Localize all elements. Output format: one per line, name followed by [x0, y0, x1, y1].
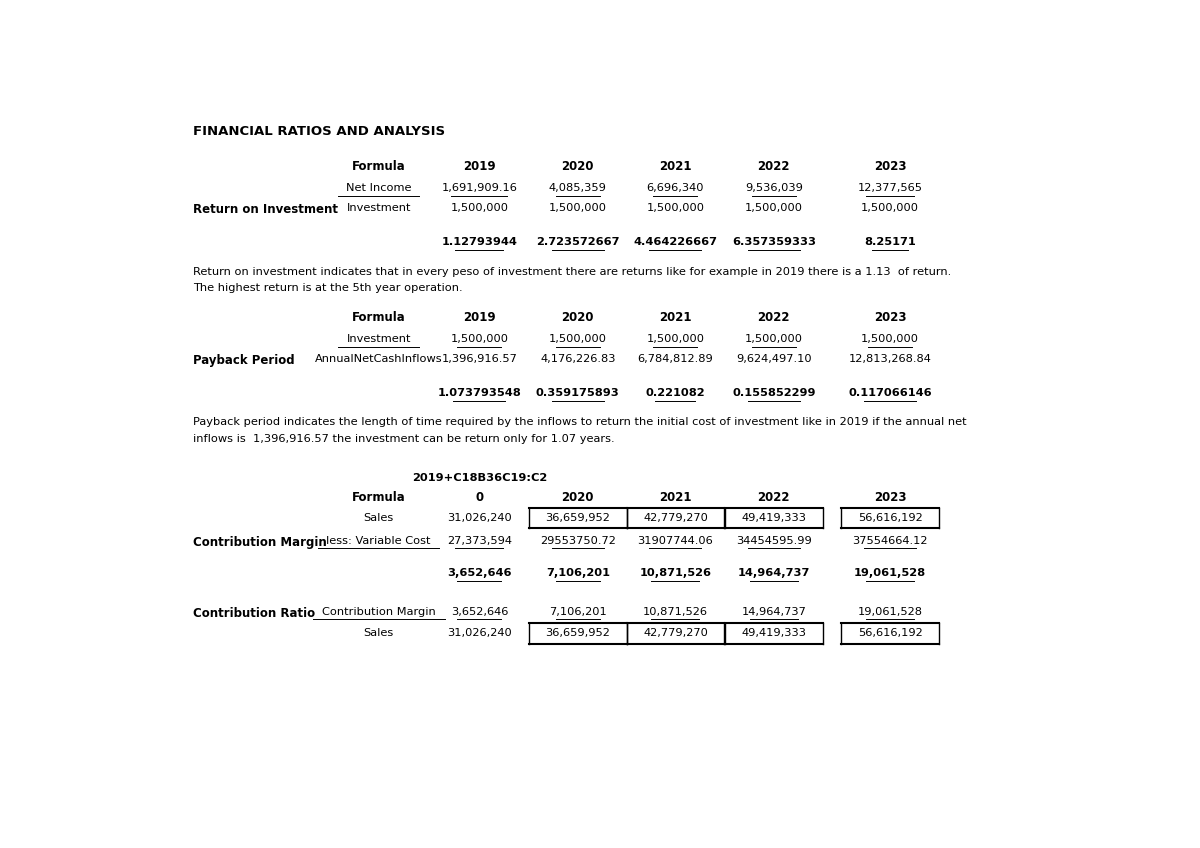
Text: 7,106,201: 7,106,201 — [548, 607, 607, 616]
Text: Sales: Sales — [364, 628, 394, 639]
Text: 1,691,909.16: 1,691,909.16 — [442, 183, 517, 193]
Text: 4.464226667: 4.464226667 — [634, 237, 718, 248]
Text: Investment: Investment — [347, 204, 410, 214]
Text: 42,779,270: 42,779,270 — [643, 628, 708, 639]
Text: 12,813,268.84: 12,813,268.84 — [848, 354, 931, 365]
Text: 2022: 2022 — [757, 311, 790, 324]
Text: 19,061,528: 19,061,528 — [854, 568, 926, 578]
Text: 2.723572667: 2.723572667 — [536, 237, 619, 248]
Text: 2023: 2023 — [874, 491, 906, 505]
Text: Formula: Formula — [352, 311, 406, 324]
Text: less: Variable Cost: less: Variable Cost — [326, 536, 431, 546]
Text: Contribution Ratio: Contribution Ratio — [193, 607, 314, 620]
Text: Payback period indicates the length of time required by the inflows to return th: Payback period indicates the length of t… — [193, 417, 966, 427]
Text: 12,377,565: 12,377,565 — [858, 183, 923, 193]
Text: Return on investment indicates that in every peso of investment there are return: Return on investment indicates that in e… — [193, 266, 950, 276]
Text: 1,500,000: 1,500,000 — [548, 334, 607, 344]
Text: 2022: 2022 — [757, 491, 790, 505]
Text: The highest return is at the 5th year operation.: The highest return is at the 5th year op… — [193, 283, 462, 293]
Text: 56,616,192: 56,616,192 — [858, 628, 923, 639]
Text: 2023: 2023 — [874, 311, 906, 324]
Text: 1,396,916.57: 1,396,916.57 — [442, 354, 517, 365]
Text: 1,500,000: 1,500,000 — [862, 204, 919, 214]
Text: 4,176,226.83: 4,176,226.83 — [540, 354, 616, 365]
Text: 1,500,000: 1,500,000 — [862, 334, 919, 344]
Text: 1,500,000: 1,500,000 — [745, 204, 803, 214]
Text: 49,419,333: 49,419,333 — [742, 628, 806, 639]
Text: 1.12793944: 1.12793944 — [442, 237, 517, 248]
Text: 31907744.06: 31907744.06 — [637, 536, 713, 546]
Text: 1.073793548: 1.073793548 — [438, 388, 521, 399]
Text: 49,419,333: 49,419,333 — [742, 513, 806, 523]
Text: 29553750.72: 29553750.72 — [540, 536, 616, 546]
Text: 6,696,340: 6,696,340 — [647, 183, 704, 193]
Text: 7,106,201: 7,106,201 — [546, 568, 610, 578]
Text: 0.221082: 0.221082 — [646, 388, 706, 399]
Text: 10,871,526: 10,871,526 — [643, 607, 708, 616]
Text: 1,500,000: 1,500,000 — [647, 334, 704, 344]
Text: 2019: 2019 — [463, 160, 496, 173]
Text: inflows is  1,396,916.57 the investment can be return only for 1.07 years.: inflows is 1,396,916.57 the investment c… — [193, 434, 614, 444]
Text: 2019+C18B36C19:C2: 2019+C18B36C19:C2 — [412, 473, 547, 483]
Text: Formula: Formula — [352, 160, 406, 173]
Text: 6,784,812.89: 6,784,812.89 — [637, 354, 713, 365]
Text: 6.357359333: 6.357359333 — [732, 237, 816, 248]
Text: 4,085,359: 4,085,359 — [548, 183, 607, 193]
Text: 34454595.99: 34454595.99 — [736, 536, 811, 546]
Text: 0: 0 — [475, 491, 484, 505]
Text: Payback Period: Payback Period — [193, 354, 294, 367]
Text: Contribution Margin: Contribution Margin — [193, 536, 326, 549]
Text: 31,026,240: 31,026,240 — [446, 513, 511, 523]
Text: 2021: 2021 — [659, 160, 691, 173]
Text: 2023: 2023 — [874, 160, 906, 173]
Text: 2020: 2020 — [562, 491, 594, 505]
Text: 0.117066146: 0.117066146 — [848, 388, 932, 399]
Text: 1,500,000: 1,500,000 — [450, 334, 509, 344]
Text: 27,373,594: 27,373,594 — [446, 536, 512, 546]
Text: Formula: Formula — [352, 491, 406, 505]
Text: 19,061,528: 19,061,528 — [858, 607, 923, 616]
Text: 8.25171: 8.25171 — [864, 237, 916, 248]
Text: FINANCIAL RATIOS AND ANALYSIS: FINANCIAL RATIOS AND ANALYSIS — [193, 125, 445, 138]
Text: Sales: Sales — [364, 513, 394, 523]
Text: AnnualNetCashInflows: AnnualNetCashInflows — [314, 354, 443, 365]
Text: 37554664.12: 37554664.12 — [852, 536, 928, 546]
Text: 1,500,000: 1,500,000 — [450, 204, 509, 214]
Text: 3,652,646: 3,652,646 — [451, 607, 508, 616]
Text: Net Income: Net Income — [346, 183, 412, 193]
Text: Contribution Margin: Contribution Margin — [322, 607, 436, 616]
Text: 42,779,270: 42,779,270 — [643, 513, 708, 523]
Text: 36,659,952: 36,659,952 — [545, 513, 611, 523]
Text: Return on Investment: Return on Investment — [193, 204, 337, 216]
Text: 2020: 2020 — [562, 160, 594, 173]
Text: 0.155852299: 0.155852299 — [732, 388, 816, 399]
Text: 2020: 2020 — [562, 311, 594, 324]
Text: 2022: 2022 — [757, 160, 790, 173]
Text: 14,964,737: 14,964,737 — [738, 568, 810, 578]
Text: Investment: Investment — [347, 334, 410, 344]
Text: 1,500,000: 1,500,000 — [548, 204, 607, 214]
Text: 36,659,952: 36,659,952 — [545, 628, 611, 639]
Text: 31,026,240: 31,026,240 — [446, 628, 511, 639]
Text: 9,536,039: 9,536,039 — [745, 183, 803, 193]
Text: 2021: 2021 — [659, 491, 691, 505]
Text: 10,871,526: 10,871,526 — [640, 568, 712, 578]
Text: 56,616,192: 56,616,192 — [858, 513, 923, 523]
Text: 14,964,737: 14,964,737 — [742, 607, 806, 616]
Text: 3,652,646: 3,652,646 — [448, 568, 511, 578]
Text: 1,500,000: 1,500,000 — [647, 204, 704, 214]
Text: 1,500,000: 1,500,000 — [745, 334, 803, 344]
Text: 2021: 2021 — [659, 311, 691, 324]
Text: 0.359175893: 0.359175893 — [536, 388, 619, 399]
Text: 9,624,497.10: 9,624,497.10 — [736, 354, 811, 365]
Text: 2019: 2019 — [463, 311, 496, 324]
